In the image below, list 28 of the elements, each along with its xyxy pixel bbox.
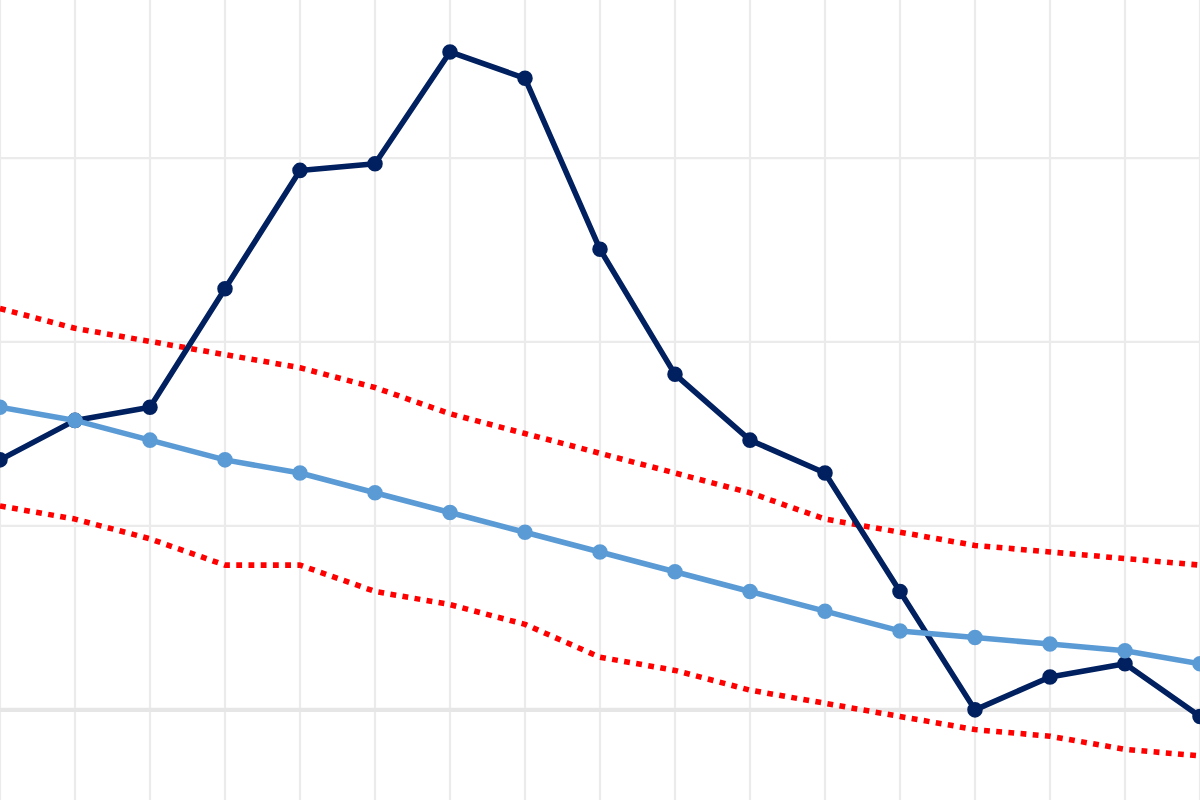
point xyxy=(367,156,383,172)
point xyxy=(892,583,908,600)
point xyxy=(742,583,758,600)
point xyxy=(667,366,683,383)
point xyxy=(292,465,308,481)
point xyxy=(967,702,983,718)
point xyxy=(817,603,833,619)
point xyxy=(892,623,908,639)
point xyxy=(1042,669,1058,685)
point xyxy=(517,70,533,87)
point xyxy=(142,432,158,448)
point xyxy=(142,399,158,416)
point xyxy=(292,162,308,179)
point xyxy=(442,44,458,60)
point xyxy=(817,465,833,481)
point xyxy=(1042,636,1058,652)
point xyxy=(742,432,758,448)
point xyxy=(592,544,608,560)
point xyxy=(592,241,608,258)
point xyxy=(517,524,533,541)
point xyxy=(217,452,233,468)
point xyxy=(1117,656,1133,672)
point xyxy=(442,504,458,521)
point xyxy=(367,484,383,501)
point xyxy=(1117,642,1133,659)
point xyxy=(217,281,233,297)
point xyxy=(667,563,683,580)
point xyxy=(967,629,983,646)
